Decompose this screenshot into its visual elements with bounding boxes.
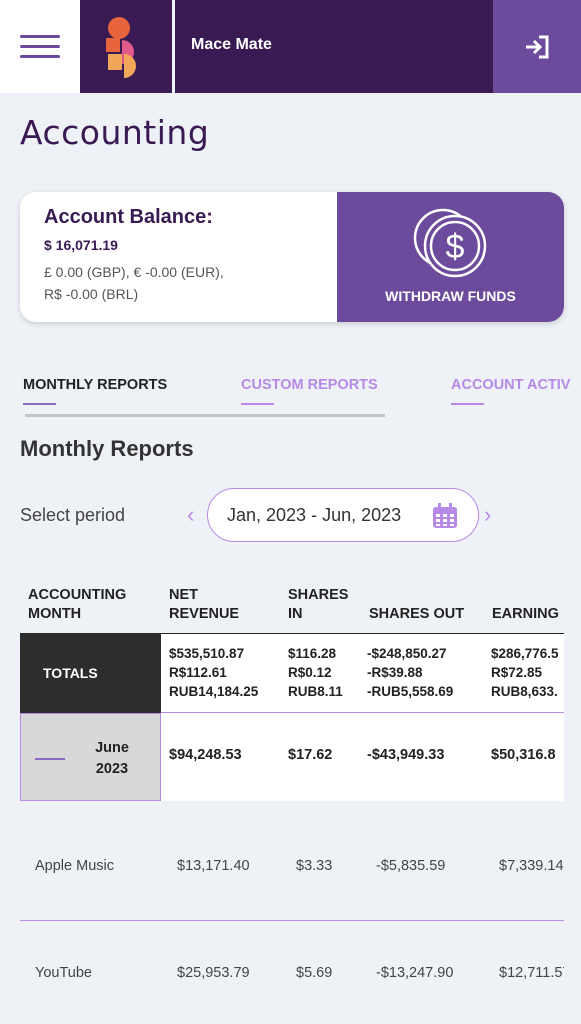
header-text: IN (288, 606, 303, 622)
sign-in-button[interactable] (493, 0, 581, 93)
row-source-name: YouTube (35, 965, 92, 981)
period-picker[interactable]: Jan, 2023 - Jun, 2023 (207, 488, 479, 542)
row-net-revenue: $25,953.79 (177, 965, 250, 981)
month-name: June (95, 740, 129, 756)
balance-label: Account Balance: (44, 206, 213, 228)
tab-underline (451, 403, 484, 405)
value: RUB8.11 (288, 684, 343, 699)
row-shares-in: $3.33 (296, 858, 333, 874)
row-earnings: $12,711.57 (499, 965, 564, 981)
tab-account-activity[interactable]: ACCOUNT ACTIV (451, 377, 571, 405)
month-earnings: $50,316.8 (491, 747, 556, 763)
row-source-name: Apple Music (35, 858, 114, 874)
header-text: MONTH (28, 606, 82, 622)
hamburger-icon[interactable] (0, 0, 80, 93)
month-summary-row: $94,248.53 $17.62 -$43,949.33 $50,316.8 (161, 713, 564, 801)
tabs-scroll-indicator[interactable] (25, 414, 385, 417)
account-balance-card: Account Balance: $ 16,071.19 £ 0.00 (GBP… (20, 192, 564, 322)
table-row: Apple Music $13,171.40 $3.33 -$5,835.59 … (20, 820, 564, 920)
month-toggle-june-2023[interactable]: June 2023 (20, 713, 161, 801)
tab-monthly-reports-label: MONTHLY REPORTS (23, 377, 168, 393)
month-label: June 2023 (77, 738, 147, 780)
month-shares-in: $17.62 (288, 747, 333, 763)
top-bar: Mace Mate (0, 0, 581, 93)
app-title: Mace Mate (191, 36, 272, 53)
value: $116.28 (288, 646, 337, 661)
header-text: ACCOUNTING (28, 587, 127, 603)
value: -R$39.88 (367, 665, 423, 680)
header-shares-in[interactable]: SHARES IN (288, 586, 348, 624)
tab-custom-reports[interactable]: CUSTOM REPORTS (241, 377, 378, 405)
row-shares-out: -$13,247.90 (376, 965, 454, 981)
month-year: 2023 (95, 761, 129, 777)
totals-label: TOTALS (20, 633, 161, 713)
report-tabs: MONTHLY REPORTS CUSTOM REPORTS ACCOUNT A… (0, 370, 581, 420)
tab-account-activity-label: ACCOUNT ACTIV (451, 377, 571, 393)
value: -$248,850.27 (367, 646, 447, 661)
tab-monthly-reports[interactable]: MONTHLY REPORTS (23, 377, 168, 405)
app-logo[interactable] (80, 0, 172, 93)
balance-other-line-1: £ 0.00 (GBP), € -0.00 (EUR), (44, 264, 224, 280)
totals-net-revenue: $535,510.87 R$112.61 RUB14,184.25 (169, 644, 258, 701)
balance-amount: $ 16,071.19 (44, 237, 118, 253)
table-row: YouTube $25,953.79 $5.69 -$13,247.90 $12… (20, 927, 564, 1024)
row-shares-in: $5.69 (296, 965, 333, 981)
header-accounting-month[interactable]: ACCOUNTING MONTH (28, 586, 126, 624)
header-divider (172, 0, 175, 93)
value: R$112.61 (169, 665, 227, 680)
header-net-revenue[interactable]: NET REVENUE (169, 586, 239, 624)
withdraw-funds-label: WITHDRAW FUNDS (385, 288, 516, 304)
value: RUB8,633. (491, 684, 558, 699)
header-text: NET (169, 587, 198, 603)
period-value: Jan, 2023 - Jun, 2023 (227, 504, 402, 525)
value: $535,510.87 (169, 646, 245, 661)
withdraw-funds-button[interactable]: $ WITHDRAW FUNDS (337, 192, 564, 322)
balance-other-line-2: R$ -0.00 (BRL) (44, 286, 139, 302)
header-earnings[interactable]: EARNING (492, 606, 559, 622)
section-title: Monthly Reports (20, 436, 194, 461)
accounting-table: ACCOUNTING MONTH NET REVENUE SHARES IN S… (20, 580, 564, 1024)
calendar-icon (433, 503, 457, 528)
row-net-revenue: $13,171.40 (177, 858, 250, 874)
chevron-right-icon[interactable]: › (484, 502, 492, 527)
header-text: REVENUE (169, 606, 240, 622)
collapse-icon (35, 758, 65, 760)
tab-underline (23, 403, 56, 405)
tab-custom-reports-label: CUSTOM REPORTS (241, 377, 378, 393)
value: R$0.12 (288, 665, 332, 680)
page-title: Accounting (20, 113, 210, 152)
header-shares-out[interactable]: SHARES OUT (369, 606, 465, 622)
svg-text:$: $ (445, 228, 464, 266)
value: R$72.85 (491, 665, 543, 680)
month-shares-out: -$43,949.33 (367, 747, 445, 763)
period-label: Select period (20, 505, 126, 525)
row-earnings: $7,339.14 (499, 858, 564, 874)
value: $286,776.5 (491, 646, 559, 661)
totals-shares-in: $116.28 R$0.12 RUB8.11 (288, 644, 343, 701)
dollar-coins-icon: $ (413, 208, 486, 278)
row-divider (20, 920, 564, 921)
value: RUB14,184.25 (169, 684, 259, 699)
totals-shares-out: -$248,850.27 -R$39.88 -RUB5,558.69 (367, 644, 453, 701)
sign-in-icon (526, 35, 549, 58)
chevron-left-icon[interactable]: ‹ (187, 502, 195, 527)
totals-row: $535,510.87 R$112.61 RUB14,184.25 $116.2… (161, 633, 564, 713)
value: -RUB5,558.69 (367, 684, 454, 699)
balance-other-currencies: £ 0.00 (GBP), € -0.00 (EUR), R$ -0.00 (B… (44, 261, 294, 305)
tab-underline (241, 403, 274, 405)
header-text: SHARES (288, 587, 349, 603)
totals-earnings: $286,776.5 R$72.85 RUB8,633. (491, 644, 559, 701)
row-shares-out: -$5,835.59 (376, 858, 446, 874)
month-net-revenue: $94,248.53 (169, 747, 242, 763)
